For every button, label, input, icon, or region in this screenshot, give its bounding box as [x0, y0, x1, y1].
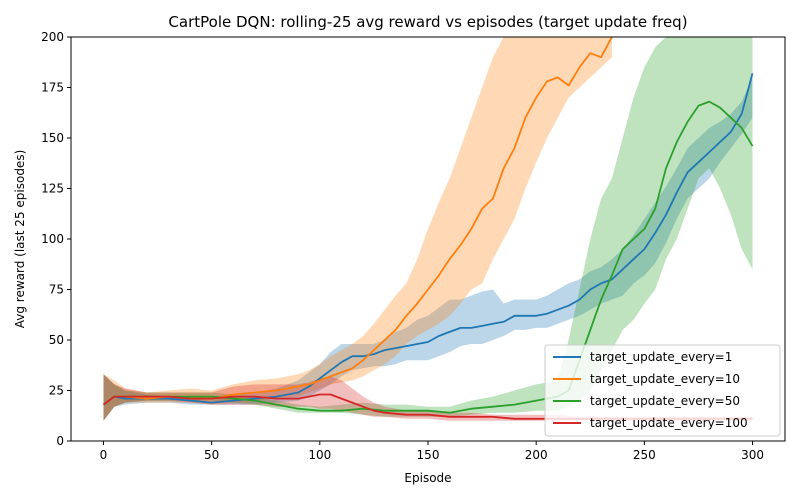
x-axis-label: Episode — [404, 471, 451, 485]
legend-label: target_update_every=10 — [590, 372, 740, 386]
y-tick-label: 0 — [56, 434, 64, 448]
x-tick-label: 250 — [633, 448, 656, 462]
chart-title: CartPole DQN: rolling-25 avg reward vs e… — [168, 13, 687, 31]
x-tick-label: 0 — [100, 448, 108, 462]
y-tick-label: 50 — [49, 333, 64, 347]
legend: target_update_every=1 target_update_every… — [544, 344, 781, 437]
x-tick-label: 300 — [741, 448, 764, 462]
y-tick-label: 150 — [41, 131, 64, 145]
y-tick-label: 25 — [49, 384, 64, 398]
band-series-3 — [103, 37, 753, 421]
x-tick-label: 200 — [525, 448, 548, 462]
legend-label: target_update_every=1 — [590, 350, 732, 364]
legend-label: target_update_every=50 — [590, 394, 740, 408]
y-axis: 0 25 50 75 100 125 150 175 200 — [41, 30, 71, 448]
y-tick-label: 100 — [41, 232, 64, 246]
band-series-4 — [103, 374, 753, 421]
line-series-2 — [102, 37, 613, 406]
y-tick-label: 200 — [41, 30, 64, 44]
y-tick-label: 75 — [49, 283, 64, 297]
x-tick-label: 100 — [308, 448, 331, 462]
band-series-2 — [103, 37, 612, 421]
y-tick-label: 125 — [41, 182, 64, 196]
x-tick-label: 50 — [204, 448, 219, 462]
legend-box — [544, 344, 781, 437]
legend-label: target_update_every=100 — [590, 416, 748, 430]
x-tick-label: 150 — [417, 448, 440, 462]
y-tick-label: 175 — [41, 81, 64, 95]
y-axis-label: Avg reward (last 25 episodes) — [13, 150, 27, 329]
x-axis: 0 50 100 150 200 250 300 — [100, 441, 764, 462]
